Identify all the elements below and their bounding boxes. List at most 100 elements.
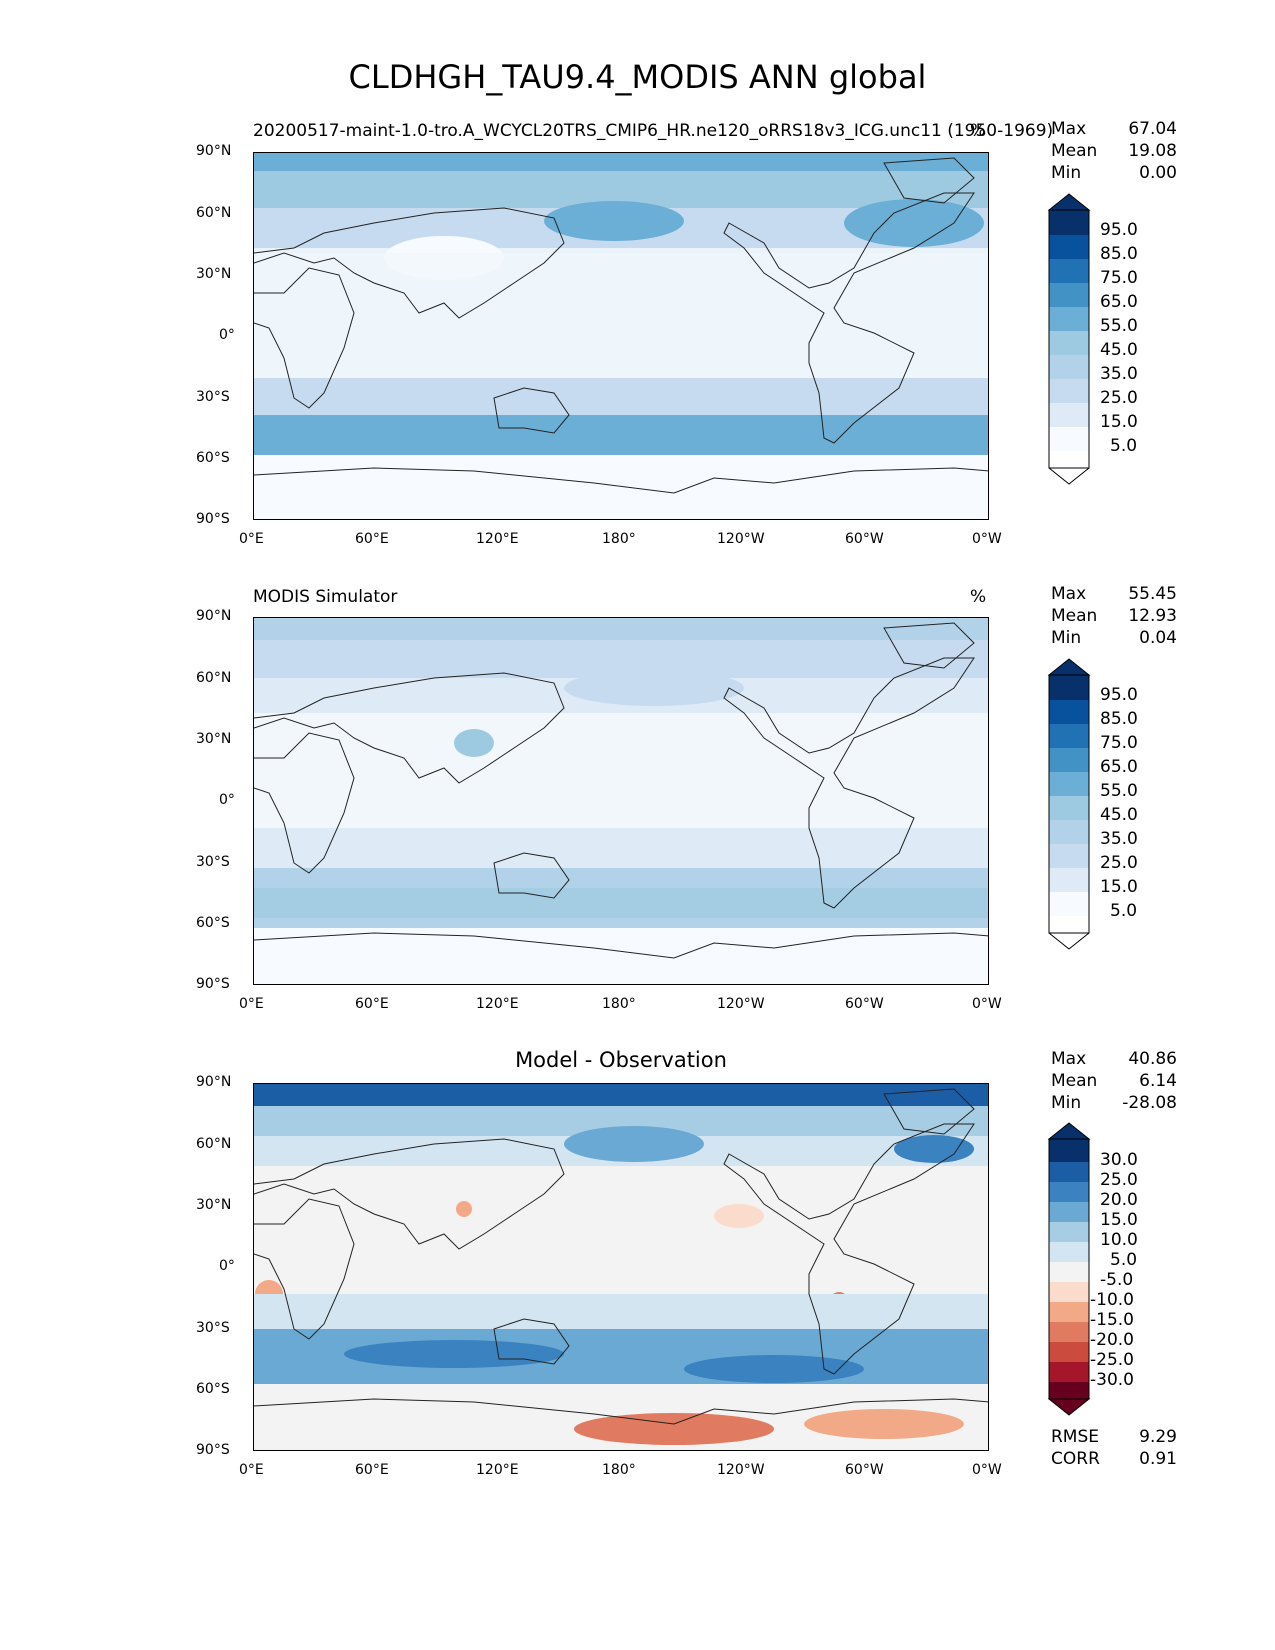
field-north-pacific-storm <box>564 670 744 706</box>
colorbar-swatch <box>1049 748 1089 772</box>
colorbar-label: -30.0 <box>1090 1370 1134 1390</box>
colorbar-frame <box>1048 674 1090 934</box>
corr-label: CORR <box>1051 1449 1100 1469</box>
coast-africa <box>254 1198 355 1340</box>
colorbar-swatch <box>1049 1342 1089 1362</box>
x-tick-0e: 0°E <box>239 996 264 1012</box>
coast-eurasia <box>254 1138 565 1250</box>
colorbar-extend-bottom <box>1048 1398 1091 1416</box>
colorbar-label: -20.0 <box>1090 1330 1134 1350</box>
field-ross-neg-bias <box>574 1413 774 1445</box>
colorbar-swatch <box>1049 700 1089 724</box>
stats-block: Max 55.45 Mean 12.93 Min 0.04 <box>1051 583 1177 649</box>
stat-max-label: Max <box>1051 1049 1087 1069</box>
coast-greenland <box>883 1088 975 1135</box>
colorbar-swatch <box>1049 283 1089 307</box>
colorbar-swatch <box>1049 1202 1089 1222</box>
colorbar-label: 65.0 <box>1100 757 1138 777</box>
colorbar-label: 15.0 <box>1100 412 1138 432</box>
colorbar-label: -10.0 <box>1090 1290 1134 1310</box>
x-tick-60e: 60°E <box>355 1462 389 1478</box>
colorbar-label: 45.0 <box>1100 340 1138 360</box>
colorbar-label: 20.0 <box>1100 1190 1138 1210</box>
coast-australia <box>493 1318 570 1365</box>
map-svg <box>254 618 988 984</box>
y-tick-90s: 90°S <box>196 976 230 992</box>
colorbar-label: 25.0 <box>1100 853 1138 873</box>
field-band-subtropics-south <box>254 1294 988 1329</box>
stat-min-label: Min <box>1051 163 1082 183</box>
colorbar-frame <box>1048 1138 1090 1400</box>
y-tick-60n: 60°N <box>196 1136 232 1152</box>
coast-eurasia <box>254 672 565 784</box>
y-tick-30n: 30°N <box>196 1197 232 1213</box>
colorbar-label: 65.0 <box>1100 292 1138 312</box>
stats-block: Max 40.86 Mean 6.14 Min -28.08 <box>1051 1048 1177 1114</box>
colorbar-label: 85.0 <box>1100 244 1138 264</box>
map-observation <box>253 617 989 985</box>
field-tibet-max <box>454 729 494 757</box>
colorbar-swatch <box>1049 259 1089 283</box>
field-band-arctic-core <box>254 618 988 640</box>
colorbar-label: 55.0 <box>1100 781 1138 801</box>
y-tick-90s: 90°S <box>196 511 230 527</box>
x-tick-0w: 0°W <box>972 996 1002 1012</box>
field-band-southern-ocean <box>254 415 988 455</box>
field-band-tropics <box>254 253 988 398</box>
x-tick-0e: 0°E <box>239 531 264 547</box>
colorbar-frame <box>1048 209 1090 469</box>
coast-eurasia <box>254 207 565 319</box>
field-north-atlantic-bias <box>894 1135 974 1163</box>
colorbar-swatch <box>1049 235 1089 259</box>
y-tick-0: 0° <box>219 327 235 343</box>
colorbar-swatch <box>1049 1139 1089 1162</box>
stat-max-value: 40.86 <box>1128 1049 1177 1069</box>
colorbar-label: 95.0 <box>1100 220 1138 240</box>
colorbar-extend-top <box>1048 658 1091 676</box>
metrics-block: RMSE 9.29 CORR 0.91 <box>1051 1426 1177 1470</box>
colorbar-label: 35.0 <box>1100 829 1138 849</box>
y-tick-30s: 30°S <box>196 1320 230 1336</box>
y-tick-30s: 30°S <box>196 854 230 870</box>
figure-title: CLDHGH_TAU9.4_MODIS ANN global <box>348 58 927 96</box>
y-tick-30n: 30°N <box>196 266 232 282</box>
coast-americas <box>723 1123 975 1375</box>
stat-min-value: 0.00 <box>1139 163 1177 183</box>
x-tick-0w: 0°W <box>972 531 1002 547</box>
y-tick-30n: 30°N <box>196 731 232 747</box>
x-tick-120w: 120°W <box>717 531 765 547</box>
colorbar-label: 25.0 <box>1100 1170 1138 1190</box>
colorbar-swatch <box>1049 427 1089 451</box>
colorbar-swatch <box>1049 1242 1089 1262</box>
colorbar-swatch <box>1049 1362 1089 1382</box>
colorbar-swatch <box>1049 1282 1089 1302</box>
stat-min-value: 0.04 <box>1139 628 1177 648</box>
colorbar-swatch <box>1049 1182 1089 1202</box>
y-tick-90s: 90°S <box>196 1442 230 1458</box>
colorbar-swatch <box>1049 916 1089 933</box>
x-tick-120e: 120°E <box>476 531 519 547</box>
colorbar-swatch <box>1049 892 1089 916</box>
colorbar-swatch <box>1049 451 1089 468</box>
x-tick-60w: 60°W <box>845 531 884 547</box>
x-tick-0e: 0°E <box>239 1462 264 1478</box>
colorbar-label: 10.0 <box>1100 1230 1138 1250</box>
rmse-label: RMSE <box>1051 1427 1100 1447</box>
colorbar-swatch <box>1049 724 1089 748</box>
colorbar-swatch <box>1049 1222 1089 1242</box>
colorbar-label: -5.0 <box>1100 1270 1134 1290</box>
colorbar-extend-bottom <box>1048 467 1090 485</box>
y-tick-90n: 90°N <box>196 608 232 624</box>
coast-antarctica <box>254 932 988 959</box>
coast-antarctica <box>254 1398 988 1425</box>
coast-australia <box>493 852 570 899</box>
units-label: % <box>970 587 987 607</box>
y-tick-60s: 60°S <box>196 915 230 931</box>
stat-mean-value: 6.14 <box>1139 1071 1177 1091</box>
coast-greenland <box>883 622 975 669</box>
x-tick-0w: 0°W <box>972 1462 1002 1478</box>
map-svg <box>254 153 988 519</box>
colorbar-label: 55.0 <box>1100 316 1138 336</box>
coast-greenland <box>883 157 975 204</box>
x-tick-120e: 120°E <box>476 996 519 1012</box>
